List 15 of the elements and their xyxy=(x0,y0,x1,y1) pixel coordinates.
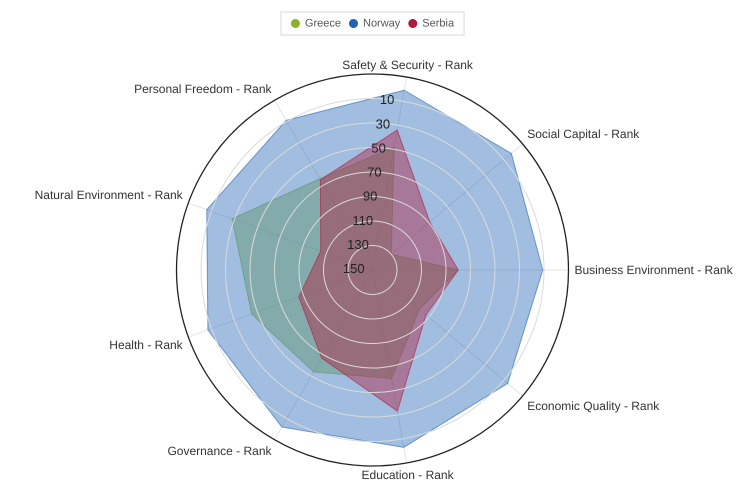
y-tick-label: 30 xyxy=(376,116,390,132)
spoke-label: Business Environment - Rank xyxy=(574,263,734,277)
legend-label: Serbia xyxy=(422,18,455,30)
spoke-label: Health - Rank xyxy=(109,338,184,352)
spoke-label: Natural Environment - Rank xyxy=(34,188,184,202)
legend-label: Greece xyxy=(304,18,341,30)
spoke-label: Safety & Security - Rank xyxy=(342,58,474,72)
spoke-label: Economic Quality - Rank xyxy=(527,398,660,413)
spoke-label: Personal Freedom - Rank xyxy=(134,82,272,96)
legend-label: Norway xyxy=(362,18,401,30)
spoke-label: Social Capital - Rank xyxy=(527,127,640,142)
spoke-label: Governance - Rank xyxy=(167,444,272,458)
spoke-label: Education - Rank xyxy=(362,468,455,482)
y-tick-label: 10 xyxy=(380,92,394,108)
y-tick-label: 130 xyxy=(347,236,369,252)
